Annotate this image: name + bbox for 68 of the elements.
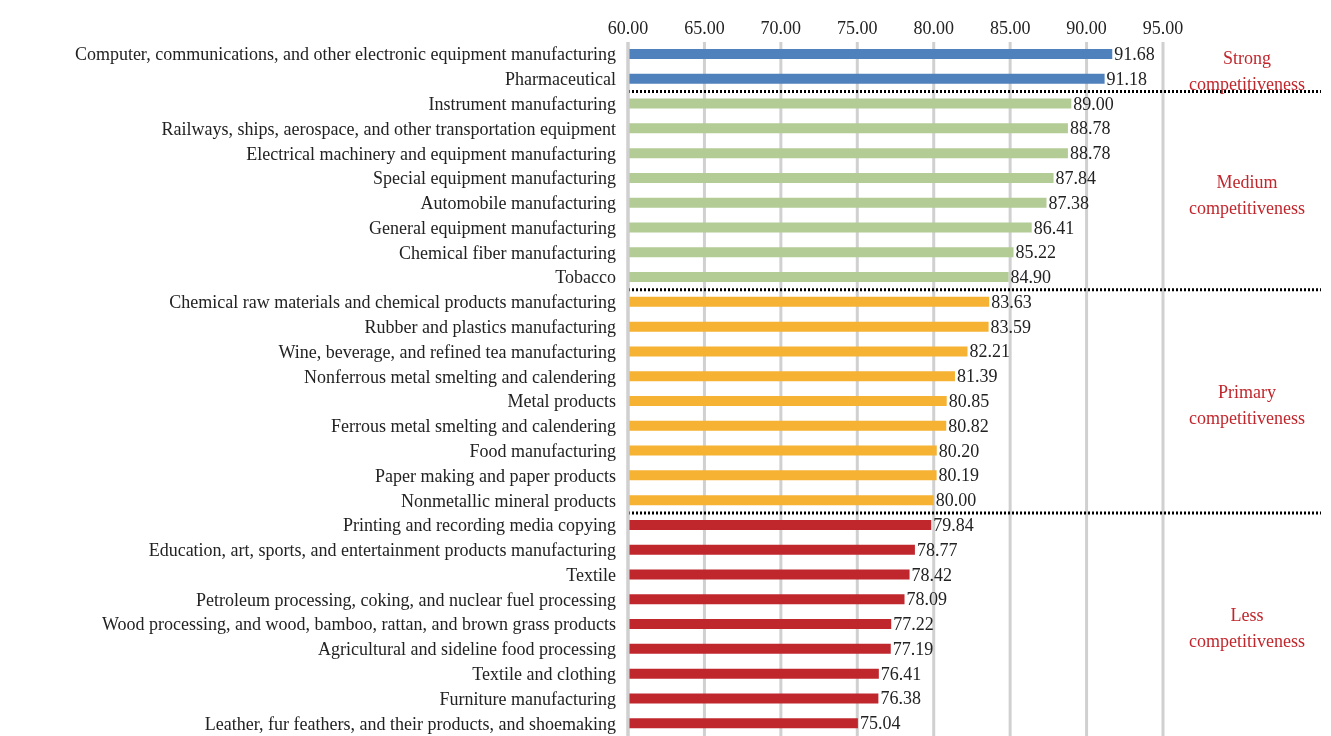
- data-label: 75.04: [859, 713, 901, 734]
- x-tick-label: 90.00: [1066, 18, 1107, 38]
- data-label: 78.42: [911, 564, 953, 585]
- y-tick-label: Rubber and plastics manufacturing: [364, 317, 616, 338]
- y-tick-label: Computer, communications, and other electronic equipment manufacturing: [74, 44, 616, 65]
- data-label: 91.68: [1114, 44, 1155, 64]
- x-tick-label: 60.00: [607, 18, 649, 38]
- text: Less competitiveness: [1188, 604, 1306, 654]
- y-tick-label: Tobacco: [555, 267, 616, 288]
- y-tick-label: Petroleum processing, coking, and nuclear fuel processing: [196, 589, 616, 610]
- data-label: 76.38: [880, 688, 921, 709]
- y-tick-label: Wine, beverage, and refined tea manufacturing: [278, 341, 616, 362]
- data-label: 80.19: [938, 465, 980, 486]
- data-label: 77.19: [892, 638, 934, 659]
- data-label: 83.63: [991, 291, 1032, 312]
- y-tick-label: Furniture manufacturing: [439, 688, 616, 709]
- y-tick-label: General equipment manufacturing: [369, 217, 616, 238]
- x-tick-label: 75.00: [837, 18, 878, 38]
- y-tick-label: Metal products: [507, 391, 616, 412]
- x-tick-label: 85.00: [989, 18, 1031, 38]
- data-label: 85.22: [1015, 242, 1057, 263]
- data-label: 80.82: [948, 415, 989, 436]
- y-tick-label: Electrical machinery and equipment manufacturing: [246, 143, 616, 164]
- y-tick-label: Instrument manufacturing: [428, 93, 616, 114]
- data-label: 79.84: [933, 514, 974, 535]
- data-label: 81.39: [956, 366, 998, 387]
- data-label: 83.59: [990, 316, 1032, 337]
- data-label: 77.22: [893, 614, 934, 635]
- y-tick-label: Railways, ships, aerospace, and other transportation equipment: [161, 118, 616, 139]
- data-label: 84.90: [1010, 267, 1052, 288]
- y-tick-label: Paper making and paper products: [375, 465, 616, 486]
- data-label: 86.41: [1033, 217, 1075, 238]
- y-tick-label: Pharmaceutical: [505, 69, 616, 90]
- y-tick-label: Ferrous metal smelting and calendering: [331, 416, 616, 437]
- y-tick-label: Textile and clothing: [472, 664, 616, 685]
- x-tick-label: 65.00: [684, 18, 725, 38]
- data-label: 91.18: [1106, 68, 1148, 89]
- x-tick-label: 70.00: [760, 18, 802, 38]
- x-tick-label: 80.00: [913, 18, 954, 38]
- x-tick-label: 95.00: [1142, 18, 1184, 38]
- data-label: 80.00: [935, 490, 977, 511]
- y-tick-label: Nonmetallic mineral products: [401, 490, 616, 511]
- y-tick-label: Food manufacturing: [469, 440, 616, 461]
- text: Primary competitiveness: [1188, 381, 1306, 431]
- data-label: 87.38: [1048, 192, 1090, 213]
- y-tick-label: Textile: [566, 564, 616, 585]
- y-tick-label: Special equipment manufacturing: [373, 168, 616, 189]
- y-tick-label: Printing and recording media copying: [343, 515, 616, 536]
- y-tick-label: Leather, fur feathers, and their products, and shoemaking: [204, 713, 616, 734]
- y-tick-label: Agricultural and sideline food processing: [318, 639, 616, 660]
- data-label: 87.84: [1055, 167, 1097, 188]
- text: Strong competitiveness: [1188, 46, 1306, 96]
- data-label: 80.85: [948, 391, 990, 411]
- y-tick-label: Chemical raw materials and chemical products manufacturing: [169, 292, 616, 313]
- data-label: 82.21: [969, 341, 1010, 362]
- y-tick-label: Wood processing, and wood, bamboo, rattan, and brown grass products: [102, 614, 616, 635]
- data-label: 78.77: [916, 539, 958, 560]
- y-tick-label: Chemical fiber manufacturing: [399, 242, 616, 263]
- data-label: 80.20: [938, 440, 980, 461]
- data-label: 78.09: [906, 589, 948, 610]
- y-tick-label: Education, art, sports, and entertainment products manufacturing: [148, 540, 616, 561]
- data-label: 89.00: [1073, 93, 1114, 114]
- data-label: 76.41: [880, 663, 922, 684]
- text: Medium competitiveness: [1188, 170, 1306, 220]
- y-tick-label: Automobile manufacturing: [420, 193, 616, 214]
- data-label: 88.78: [1069, 118, 1111, 139]
- data-label: 88.78: [1069, 143, 1111, 164]
- y-tick-label: Nonferrous metal smelting and calendering: [304, 366, 616, 387]
